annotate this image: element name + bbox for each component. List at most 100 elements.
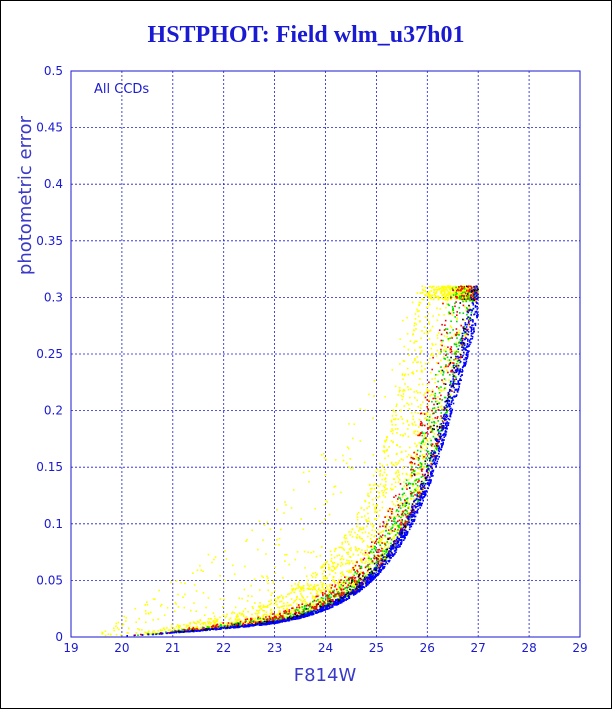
data-point xyxy=(397,529,399,531)
data-point xyxy=(411,492,413,494)
data-point xyxy=(369,537,372,540)
data-point xyxy=(324,569,326,571)
data-point xyxy=(468,350,470,353)
data-point xyxy=(251,620,254,623)
data-point xyxy=(382,450,385,452)
data-point xyxy=(250,619,252,621)
data-point xyxy=(289,617,291,620)
data-point xyxy=(455,350,458,353)
data-point xyxy=(448,392,451,394)
data-point xyxy=(282,577,284,579)
data-point xyxy=(412,418,415,421)
data-point xyxy=(405,532,407,534)
data-point xyxy=(385,450,388,452)
data-point xyxy=(393,496,395,498)
data-point xyxy=(449,359,452,362)
data-point xyxy=(152,619,154,621)
data-point xyxy=(275,615,277,618)
data-point xyxy=(297,609,299,611)
data-point xyxy=(401,502,404,505)
data-point xyxy=(409,512,412,514)
data-point xyxy=(192,626,195,628)
data-point xyxy=(382,552,384,555)
data-point xyxy=(347,586,350,588)
data-point xyxy=(435,374,437,376)
data-point xyxy=(444,288,447,291)
data-point xyxy=(452,373,454,376)
data-point xyxy=(351,586,353,588)
data-point xyxy=(412,514,415,516)
data-point xyxy=(449,410,452,412)
data-point xyxy=(216,619,218,621)
data-point xyxy=(431,287,433,289)
data-point xyxy=(405,486,407,489)
data-point xyxy=(329,601,331,603)
data-point xyxy=(327,607,330,610)
data-point xyxy=(344,563,347,565)
data-point xyxy=(341,591,343,594)
data-point xyxy=(254,619,257,622)
data-point xyxy=(412,507,414,509)
data-point xyxy=(397,477,400,479)
data-point xyxy=(135,632,138,634)
data-point xyxy=(384,395,386,398)
data-point xyxy=(238,597,240,599)
data-point xyxy=(453,362,455,365)
data-point xyxy=(357,548,360,550)
data-point xyxy=(212,625,214,627)
data-point xyxy=(431,421,433,424)
data-point xyxy=(308,588,310,590)
data-point xyxy=(464,338,466,341)
data-point xyxy=(394,428,397,430)
data-point xyxy=(425,453,428,455)
data-point xyxy=(341,555,343,558)
data-point xyxy=(238,625,241,627)
data-point xyxy=(355,536,358,539)
data-point xyxy=(436,417,438,420)
data-point xyxy=(378,495,381,498)
data-point xyxy=(446,408,449,410)
data-point xyxy=(344,595,347,598)
data-point xyxy=(332,562,334,565)
data-point xyxy=(322,604,324,607)
data-point xyxy=(391,423,394,426)
data-point xyxy=(384,496,387,498)
data-point xyxy=(430,461,433,464)
data-point xyxy=(292,588,294,591)
data-point xyxy=(399,389,401,392)
data-point xyxy=(144,610,147,612)
data-point xyxy=(324,602,327,605)
data-point xyxy=(352,553,355,556)
data-point xyxy=(397,498,399,500)
data-point xyxy=(442,421,444,423)
data-point xyxy=(343,536,345,539)
data-point xyxy=(231,621,234,624)
data-point xyxy=(416,488,419,491)
data-point xyxy=(464,357,467,359)
data-point xyxy=(421,330,423,332)
data-point xyxy=(436,400,439,402)
data-point xyxy=(350,571,352,573)
data-point xyxy=(433,412,435,415)
data-point xyxy=(379,470,381,472)
data-point xyxy=(340,561,343,564)
data-point xyxy=(257,610,259,612)
data-point xyxy=(407,348,410,351)
data-point xyxy=(420,337,422,339)
data-point xyxy=(461,366,464,369)
data-point xyxy=(384,553,386,555)
data-point xyxy=(456,289,458,292)
data-point xyxy=(419,462,422,464)
data-point xyxy=(429,437,431,440)
data-point xyxy=(417,464,420,466)
data-point xyxy=(187,624,190,627)
data-point xyxy=(350,531,353,533)
data-point xyxy=(469,285,472,288)
data-point xyxy=(417,459,420,461)
data-point xyxy=(467,328,469,331)
data-point xyxy=(320,454,323,456)
data-point xyxy=(418,491,421,494)
data-point xyxy=(337,579,340,581)
data-point xyxy=(307,579,309,582)
data-point xyxy=(368,582,370,585)
